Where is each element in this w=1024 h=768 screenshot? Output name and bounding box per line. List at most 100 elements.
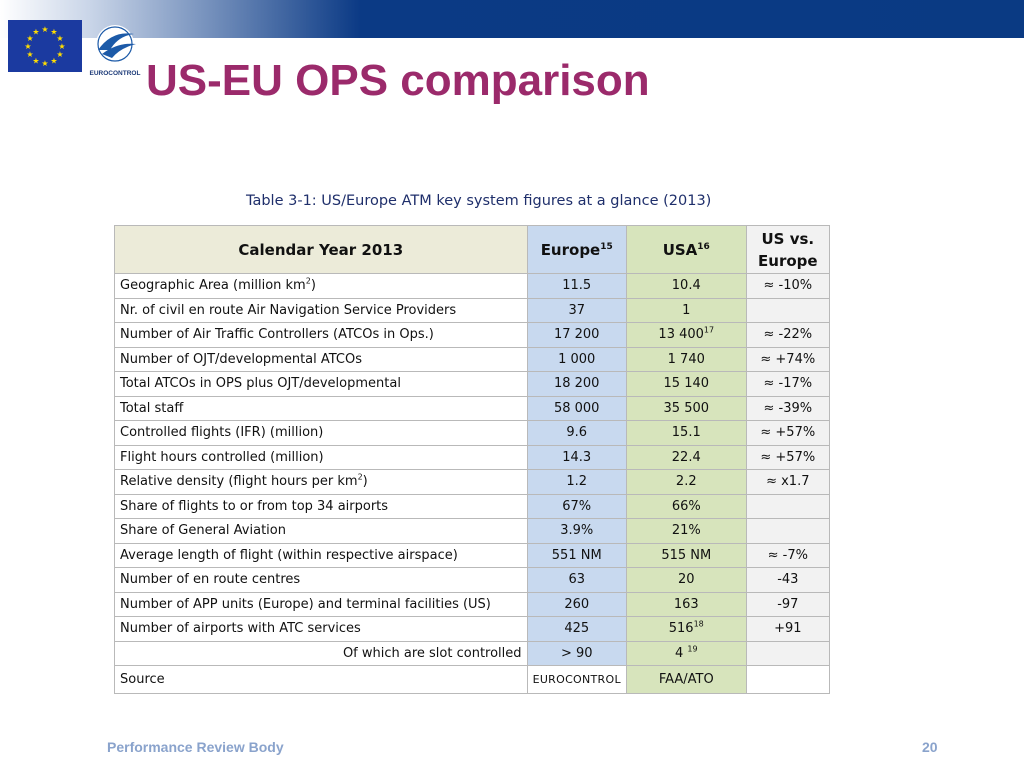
us-vs-europe-value: ≈ +57% [745,420,831,446]
us-vs-europe-value [745,297,831,323]
svg-text:★: ★ [26,34,33,43]
usa-value: 163 [625,591,747,617]
europe-value: > 90 [526,640,627,666]
usa-value: 4 19 [625,640,747,666]
usa-value: 15.1 [625,420,747,446]
us-vs-europe-value: -97 [745,591,831,617]
europe-value: 63 [526,567,627,593]
svg-text:★: ★ [58,42,65,51]
svg-text:★: ★ [41,25,48,34]
europe-value: 58 000 [526,395,627,421]
row-label: Number of en route centres [114,567,528,593]
usa-value: 13 40017 [625,322,747,348]
usa-value: 51618 [625,616,747,642]
europe-value: 3.9% [526,518,627,544]
row-label: Relative density (flight hours per km2) [114,469,528,495]
slide-title: US-EU OPS comparison [146,56,650,105]
table-row: Total ATCOs in OPS plus OJT/developmenta… [114,371,831,397]
europe-value: 11.5 [526,273,627,299]
table-header-row: Calendar Year 2013 Europe15 USA16 US vs.… [114,225,831,274]
table-body: Geographic Area (million km2) 11.5 10.4 ≈ -… [114,273,831,694]
table-caption: Table 3-1: US/Europe ATM key system figu… [246,193,712,209]
header-usa: USA16 [625,225,747,274]
europe-value: 425 [526,616,627,642]
us-vs-europe-value: -43 [745,567,831,593]
row-label: Share of flights to or from top 34 airpo… [114,493,528,519]
row-label: Flight hours controlled (million) [114,444,528,470]
us-vs-europe-value: ≈ +57% [745,444,831,470]
us-vs-europe-value [745,640,831,666]
top-banner [0,0,1024,38]
usa-value: 2.2 [625,469,747,495]
us-vs-europe-value [745,518,831,544]
table-row: Average length of flight (within respect… [114,542,831,568]
europe-value: 1 000 [526,346,627,372]
usa-value: 21% [625,518,747,544]
table-row: Controlled flights (IFR) (million) 9.6 15.… [114,420,831,446]
source-label: Source [114,665,528,694]
europe-value: 14.3 [526,444,627,470]
table-row: Number of APP units (Europe) and termina… [114,591,831,617]
europe-value: 551 NM [526,542,627,568]
table-row: Number of OJT/developmental ATCOs 1 000 1 … [114,346,831,372]
europe-value: 18 200 [526,371,627,397]
us-vs-europe-value: ≈ x1.7 [745,469,831,495]
usa-value: 515 NM [625,542,747,568]
row-label: Geographic Area (million km2) [114,273,528,299]
table-row: Number of en route centres 63 20 -43 [114,567,831,593]
europe-value: 67% [526,493,627,519]
svg-text:★: ★ [56,34,63,43]
us-vs-europe-value: +91 [745,616,831,642]
svg-text:★: ★ [32,57,39,66]
usa-value: 15 140 [625,371,747,397]
svg-text:★: ★ [50,28,57,37]
header-calendar-year: Calendar Year 2013 [114,225,528,274]
table-row: Flight hours controlled (million) 14.3 22.… [114,444,831,470]
table-row: Of which are slot controlled > 90 4 19 [114,640,831,666]
footer-organization: Performance Review Body [107,739,284,755]
page-number: 20 [922,739,938,755]
source-diff [745,665,831,694]
eurocontrol-logo: EUROCONTROL [84,20,146,80]
usa-value: 66% [625,493,747,519]
header-us-vs-europe: US vs. Europe [745,225,831,274]
europe-value: 17 200 [526,322,627,348]
svg-text:★: ★ [56,50,63,59]
europe-value: 1.2 [526,469,627,495]
row-label: Total staff [114,395,528,421]
usa-value: 35 500 [625,395,747,421]
table-row: Geographic Area (million km2) 11.5 10.4 ≈ -… [114,273,831,299]
svg-text:★: ★ [50,57,57,66]
source-europe: EUROCONTROL [526,665,627,694]
row-label: Share of General Aviation [114,518,528,544]
row-label: Average length of flight (within respect… [114,542,528,568]
table-row: Share of flights to or from top 34 airpo… [114,493,831,519]
row-label: Number of airports with ATC services [114,616,528,642]
source-row: Source EUROCONTROL FAA/ATO [114,665,831,694]
us-vs-europe-value: ≈ -22% [745,322,831,348]
table-row: Nr. of civil en route Air Navigation Ser… [114,297,831,323]
usa-value: 10.4 [625,273,747,299]
us-vs-europe-value: ≈ -7% [745,542,831,568]
svg-text:★: ★ [32,28,39,37]
europe-value: 37 [526,297,627,323]
us-vs-europe-value: ≈ -10% [745,273,831,299]
row-label: Number of OJT/developmental ATCOs [114,346,528,372]
table-row: Share of General Aviation 3.9% 21% [114,518,831,544]
europe-value: 260 [526,591,627,617]
svg-text:★: ★ [41,59,48,68]
usa-value: 1 [625,297,747,323]
us-vs-europe-value [745,493,831,519]
ops-comparison-table: Calendar Year 2013 Europe15 USA16 US vs.… [114,225,831,694]
row-label: Controlled flights (IFR) (million) [114,420,528,446]
source-usa: FAA/ATO [625,665,747,694]
row-label: Number of Air Traffic Controllers (ATCOs… [114,322,528,348]
svg-text:★: ★ [24,42,31,51]
header-europe: Europe15 [526,225,627,274]
us-vs-europe-value: ≈ +74% [745,346,831,372]
usa-value: 22.4 [625,444,747,470]
svg-text:★: ★ [26,50,33,59]
usa-value: 1 740 [625,346,747,372]
table-row: Number of Air Traffic Controllers (ATCOs… [114,322,831,348]
row-label: Of which are slot controlled [114,640,528,666]
